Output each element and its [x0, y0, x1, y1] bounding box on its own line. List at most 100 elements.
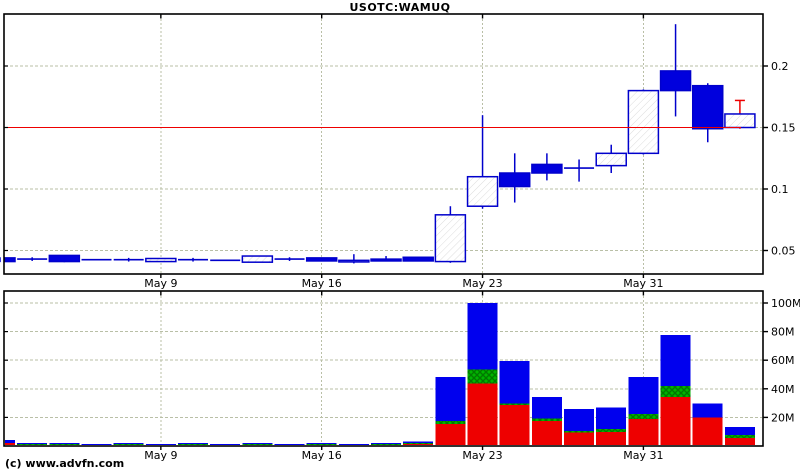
volume-segment-blue: [499, 360, 530, 404]
y-axis-label: 0.15: [771, 122, 796, 135]
candle-body-down: [531, 163, 563, 174]
volume-bar: [17, 443, 48, 446]
volume-segment-blue: [467, 303, 498, 370]
candlestick: [564, 159, 595, 182]
candlestick: [305, 257, 338, 262]
candlestick: [210, 259, 241, 262]
volume-bar: [210, 444, 241, 446]
volume-bar: [564, 409, 595, 446]
volume-segment-red: [564, 432, 595, 446]
volume-segment-red: [660, 396, 691, 446]
candle-body-down: [691, 84, 724, 130]
candle-body-up: [724, 113, 756, 129]
volume-segment-blue: [692, 403, 723, 418]
volume-segment-green: [49, 444, 80, 446]
volume-segment-blue: [49, 443, 80, 445]
candle-body-up: [241, 255, 274, 263]
candlestick: [113, 257, 144, 262]
volume-segment-blue: [5, 440, 15, 443]
volume-segment-blue: [113, 443, 144, 445]
candle-body-down: [370, 258, 402, 262]
volume-bar: [660, 335, 691, 446]
candle-body-up: [434, 214, 467, 263]
volume-segment-green: [596, 429, 627, 432]
volume-bar: [49, 443, 80, 446]
volume-bar: [81, 444, 112, 446]
candlestick: [48, 254, 81, 263]
panel-border: [3, 290, 764, 447]
volume-panel: May 9 May 16 May 23 May 31 20M 40M 60M 80M 100M: [3, 290, 800, 462]
volume-bar: [145, 444, 176, 446]
x-axis-label: May 23: [462, 277, 502, 290]
volume-segment-blue: [81, 444, 112, 446]
volume-segment-blue: [274, 444, 305, 446]
volume-bar: [178, 443, 209, 446]
candlestick: [145, 257, 177, 263]
volume-segment-blue: [338, 444, 369, 446]
volume-segment-blue: [145, 444, 176, 446]
x-axis-label: May 16: [302, 449, 342, 462]
volume-segment-green: [17, 444, 48, 446]
volume-segment-green: [564, 430, 595, 433]
volume-bar: [724, 426, 755, 446]
candlestick: [402, 256, 434, 262]
volume-segment-blue: [531, 396, 562, 419]
candlestick: [691, 83, 724, 143]
y-axis-label: 0.1: [771, 183, 789, 196]
volume-segment-green: [306, 444, 337, 446]
volume-bar: [403, 441, 434, 446]
volume-segment-blue: [660, 335, 691, 386]
y-axis-label: 40M: [771, 383, 795, 396]
volume-bar: [5, 440, 15, 446]
volume-segment-blue: [596, 407, 627, 430]
candlestick: [531, 153, 563, 181]
candle-body-up: [338, 259, 370, 263]
volume-segment-green: [724, 434, 755, 439]
volume-segment-red: [435, 424, 466, 446]
volume-segment-blue: [17, 443, 48, 445]
volume-segment-blue: [724, 426, 755, 435]
candle-body-up: [145, 257, 177, 263]
price-panel: May 9 May 16 May 23 May 31 0.05 0.1 0.15 0.2: [0, 13, 796, 290]
volume-segment-blue: [242, 443, 273, 445]
candlestick: [274, 257, 305, 261]
volume-segment-green: [499, 403, 530, 406]
volume-bar: [113, 443, 144, 446]
volume-segment-blue: [178, 443, 209, 445]
volume-segment-green: [628, 414, 659, 420]
volume-bar: [371, 443, 402, 446]
chart-title: USOTC:WAMUQ: [349, 1, 451, 14]
candle-body-down: [48, 254, 81, 263]
volume-segment-blue: [564, 409, 595, 431]
volume-segment-blue: [306, 443, 337, 445]
candlestick: [178, 257, 209, 262]
y-axis-label: 0.2: [771, 60, 789, 73]
candle-body-up: [595, 152, 627, 167]
candlestick: [466, 115, 499, 209]
volume-segment-red: [692, 417, 723, 446]
volume-bar: [274, 444, 305, 446]
volume-segment-blue: [628, 376, 659, 415]
volume-segment-red: [467, 383, 498, 446]
volume-segment-green: [467, 369, 498, 384]
candlestick: [17, 257, 48, 261]
candle-body-down: [498, 172, 531, 188]
volume-segment-red: [724, 438, 755, 446]
candle-body-down: [305, 257, 338, 262]
candle-body-up: [627, 89, 660, 155]
candle-body-down: [659, 70, 692, 92]
x-axis-label: May 9: [144, 449, 177, 462]
x-axis-label: May 16: [302, 277, 342, 290]
candlestick: [659, 24, 692, 117]
candle-body-up: [466, 175, 499, 207]
volume-bar: [499, 360, 530, 446]
volume-segment-blue: [210, 444, 241, 446]
candlestick: [0, 257, 16, 263]
candlestick: [627, 89, 660, 155]
panel-border: [3, 13, 764, 275]
volume-segment-green: [371, 444, 402, 446]
volume-segment-red: [596, 431, 627, 446]
volume-bar: [435, 376, 466, 446]
y-axis-label: 80M: [771, 326, 795, 339]
